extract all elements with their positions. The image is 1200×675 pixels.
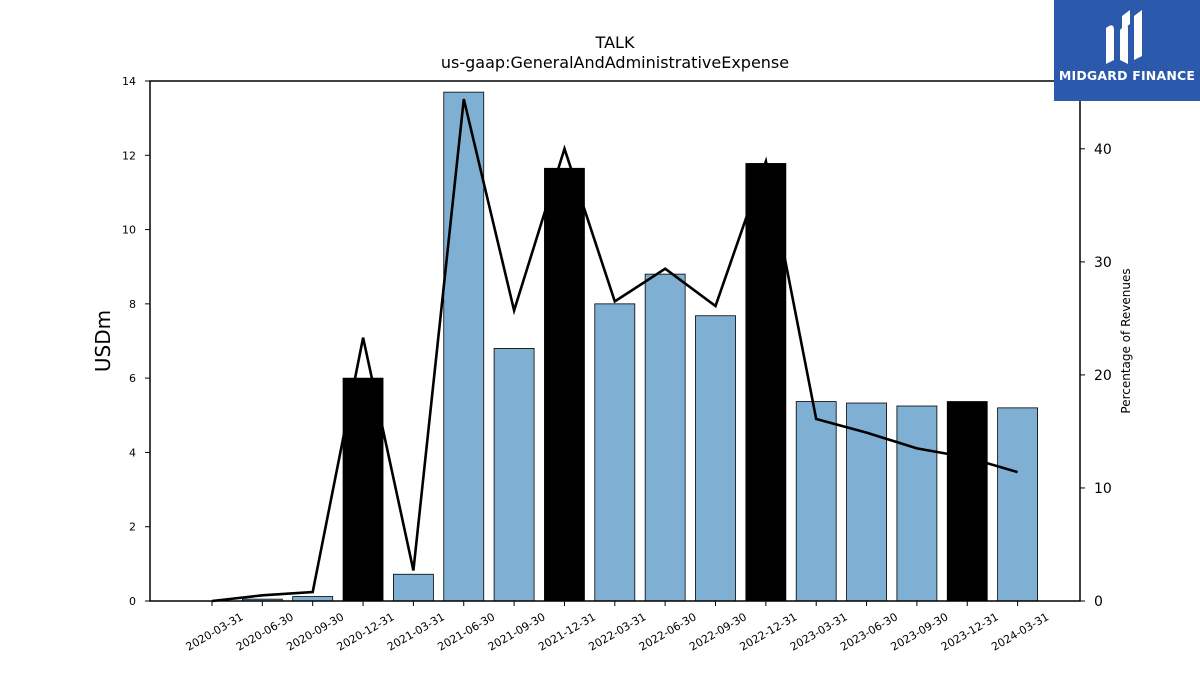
y-axis-right: 0 10 20 30 40 bbox=[1080, 142, 1112, 610]
y2-tick-label: 30 bbox=[1094, 255, 1112, 271]
y-tick-label: 4 bbox=[129, 446, 136, 459]
y-tick-label: 10 bbox=[122, 224, 136, 237]
line-layer bbox=[211, 98, 1018, 603]
bar-2020-12-31 bbox=[342, 377, 384, 602]
y-axis-left: 0 2 4 6 8 10 12 14 bbox=[122, 75, 150, 608]
y2-tick-label: 40 bbox=[1094, 142, 1112, 158]
chart-subtitle: us-gaap:GeneralAndAdministrativeExpense bbox=[441, 53, 789, 72]
bar-2021-09-30 bbox=[493, 348, 535, 602]
x-tick-label: 2024-03-31 bbox=[989, 610, 1051, 653]
bar-2022-03-31 bbox=[594, 303, 636, 602]
y2-tick-label: 10 bbox=[1094, 481, 1112, 497]
bar-2022-09-30 bbox=[695, 315, 736, 602]
bar-2021-12-31 bbox=[544, 167, 585, 602]
y-tick-label: 8 bbox=[129, 298, 136, 311]
y-tick-label: 12 bbox=[122, 149, 136, 162]
logo-text: MIDGARD FINANCE bbox=[1058, 68, 1196, 83]
chart-title: TALK bbox=[595, 33, 635, 52]
y-tick-label: 2 bbox=[129, 521, 136, 534]
y-tick-label: 6 bbox=[129, 372, 136, 385]
bar-2023-03-31 bbox=[795, 401, 837, 602]
logo: MIDGARD FINANCE bbox=[1054, 0, 1200, 101]
bar-2021-03-31 bbox=[392, 573, 434, 602]
bar-2023-12-31 bbox=[946, 401, 988, 602]
percentage-line bbox=[211, 98, 1018, 603]
bar-2023-06-30 bbox=[846, 402, 887, 602]
midgard-logo-icon bbox=[1106, 10, 1142, 64]
y2-axis-label: Percentage of Revenues bbox=[1119, 268, 1133, 413]
bars-layer bbox=[241, 91, 1038, 602]
bar-2022-12-31 bbox=[745, 163, 787, 602]
y-tick-label: 0 bbox=[129, 595, 136, 608]
y2-tick-label: 0 bbox=[1094, 594, 1103, 610]
x-axis: 2020-03-312020-06-302020-09-302020-12-31… bbox=[184, 601, 1051, 654]
bar-2021-06-30 bbox=[443, 91, 485, 602]
y-tick-label: 14 bbox=[122, 75, 136, 88]
y2-tick-label: 20 bbox=[1094, 368, 1112, 384]
y-axis-label: USDm bbox=[91, 310, 115, 372]
bar-2024-03-31 bbox=[997, 407, 1038, 602]
bar-2023-09-30 bbox=[896, 405, 938, 602]
bar-2022-06-30 bbox=[644, 273, 686, 602]
